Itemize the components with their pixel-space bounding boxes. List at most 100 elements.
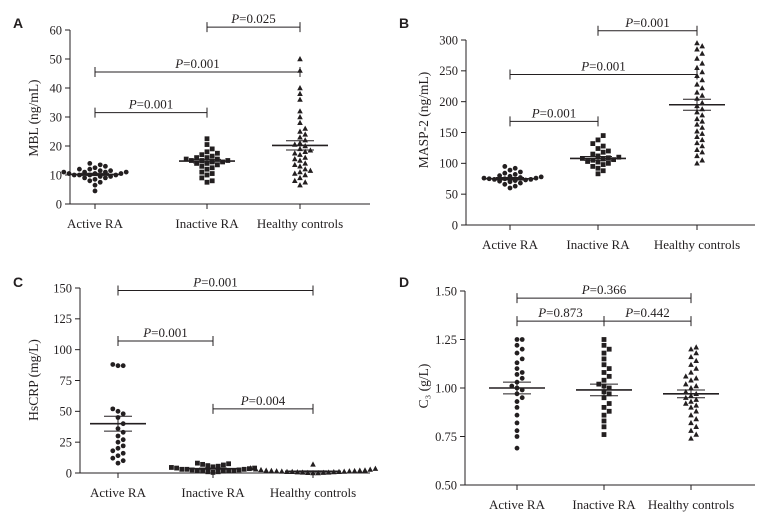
data-point — [699, 130, 705, 136]
x-tick-label: Inactive RA — [566, 237, 630, 252]
data-point — [601, 405, 607, 410]
data-point — [199, 152, 205, 158]
p-value-label: P=0.001 — [192, 274, 238, 289]
data-point — [688, 398, 694, 404]
significance-bracket: P=0.442 — [603, 305, 692, 327]
data-point — [341, 468, 347, 474]
data-point — [302, 125, 308, 131]
data-point — [263, 467, 269, 473]
significance-bracket: P=0.001 — [509, 59, 698, 80]
y-axis-title: MBL (ng/mL) — [26, 79, 41, 156]
data-point — [519, 395, 525, 401]
y-tick-label: 0 — [56, 197, 62, 211]
data-point — [590, 141, 596, 146]
data-point — [194, 155, 199, 160]
y-tick-label: 150 — [439, 126, 458, 140]
data-point — [514, 420, 520, 426]
series-inactive-ra — [169, 460, 257, 475]
data-point — [372, 465, 379, 471]
y-tick-label: 100 — [53, 343, 72, 357]
data-point — [92, 188, 98, 194]
series-healthy-controls — [663, 344, 719, 441]
data-point — [236, 467, 242, 473]
significance-bracket: P=0.873 — [516, 305, 605, 327]
data-point — [115, 453, 121, 459]
data-point — [595, 137, 601, 143]
data-point — [92, 176, 98, 182]
data-point — [699, 60, 705, 66]
data-point — [87, 166, 93, 172]
data-point — [226, 461, 231, 467]
data-point — [210, 464, 216, 470]
data-point — [92, 165, 98, 171]
data-point — [514, 412, 520, 418]
data-point — [514, 337, 520, 342]
panel-letter: D — [399, 274, 409, 290]
data-point — [115, 445, 121, 451]
data-point — [115, 460, 121, 466]
data-point — [601, 342, 607, 348]
data-point — [507, 167, 513, 173]
data-point — [693, 431, 699, 437]
data-point — [297, 151, 303, 157]
y-tick-label: 300 — [439, 33, 458, 47]
data-point — [601, 377, 607, 383]
y-tick-label: 1.25 — [435, 333, 457, 347]
data-point — [600, 162, 606, 167]
x-tick-label: Active RA — [90, 485, 147, 500]
data-point — [273, 468, 280, 474]
data-point — [252, 465, 257, 471]
data-point — [606, 346, 612, 352]
data-point — [699, 112, 705, 118]
data-point — [297, 174, 303, 181]
data-point — [518, 180, 523, 186]
data-point — [346, 468, 353, 474]
x-tick-label: Healthy controls — [257, 216, 343, 231]
data-point — [120, 450, 126, 456]
data-point — [297, 108, 303, 114]
y-tick-label: 0 — [452, 218, 458, 232]
data-point — [221, 462, 226, 468]
data-point — [320, 469, 327, 475]
data-point — [179, 466, 185, 472]
data-point — [600, 143, 606, 149]
panel-b: B MASP-2 (ng/mL) 0 50 100 150 200 250 300 Active … — [399, 15, 755, 252]
data-point — [693, 344, 699, 350]
data-point — [66, 171, 72, 176]
data-point — [120, 458, 126, 464]
series-healthy-controls — [669, 40, 725, 166]
data-point — [512, 172, 518, 177]
data-point — [512, 165, 518, 171]
significance-bracket: P=0.366 — [516, 282, 692, 304]
x-tick-label: Healthy controls — [654, 237, 740, 252]
y-tick-label: 60 — [50, 23, 63, 37]
data-point — [688, 385, 694, 391]
data-point — [601, 412, 607, 418]
data-point — [204, 166, 210, 172]
data-point — [699, 85, 705, 91]
data-point — [221, 468, 226, 474]
x-tick-label: Active RA — [67, 216, 124, 231]
data-point — [688, 377, 694, 383]
data-point — [694, 109, 700, 115]
panel-letter: B — [399, 15, 409, 31]
data-point — [693, 402, 699, 408]
data-point — [694, 89, 700, 95]
data-point — [601, 350, 607, 356]
data-point — [595, 165, 601, 171]
data-point — [518, 169, 523, 175]
data-point — [694, 128, 700, 134]
data-point — [699, 136, 705, 143]
data-point — [699, 92, 705, 98]
data-point — [199, 163, 205, 169]
y-tick-label: 1.50 — [435, 284, 457, 298]
data-point — [297, 163, 303, 169]
data-point — [507, 179, 513, 185]
data-point — [699, 118, 705, 124]
data-point — [204, 136, 210, 142]
data-point — [683, 373, 689, 379]
data-point — [209, 165, 215, 171]
data-point — [688, 369, 694, 375]
x-tick-label: Active RA — [489, 497, 546, 512]
data-point — [694, 40, 700, 46]
